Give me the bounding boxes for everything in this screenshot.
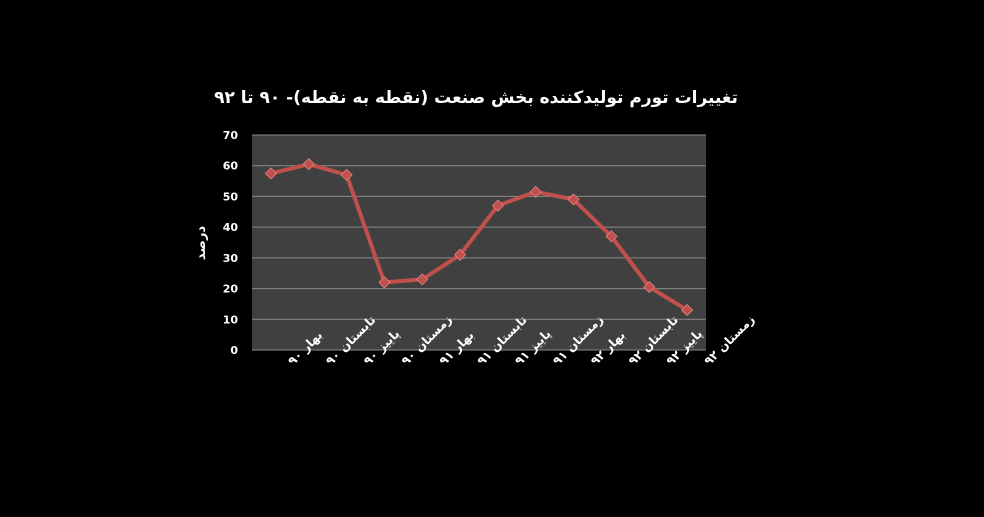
data-point [416,273,429,286]
y-tick-label: 20 [223,283,239,296]
data-point [491,199,504,212]
y-tick-label: 70 [223,129,239,142]
y-tick-label: 10 [223,313,239,326]
data-point [264,167,277,180]
y-axis-ticks: 0 10 20 30 40 50 60 70 [223,129,239,357]
x-tick-label: زمستان ۹۲ [701,312,757,368]
y-tick-label: 0 [230,344,238,357]
data-point [605,230,618,243]
chart-title: تغییرات تورم تولیدکننده بخش صنعت (نقطه ب… [214,88,738,108]
y-tick-label: 50 [223,190,239,203]
data-point [681,304,694,317]
y-tick-label: 40 [223,221,239,234]
y-axis-label: درصد [194,226,209,261]
y-tick-label: 30 [223,252,239,265]
data-point [340,168,353,181]
y-tick-label: 60 [223,160,239,173]
data-point [529,185,542,198]
data-point [378,276,391,289]
data-point [567,193,580,206]
data-point [454,248,467,261]
data-series [264,158,694,317]
series-line [268,162,690,313]
data-point [302,158,315,171]
data-point [643,280,656,294]
gridlines [252,134,706,351]
